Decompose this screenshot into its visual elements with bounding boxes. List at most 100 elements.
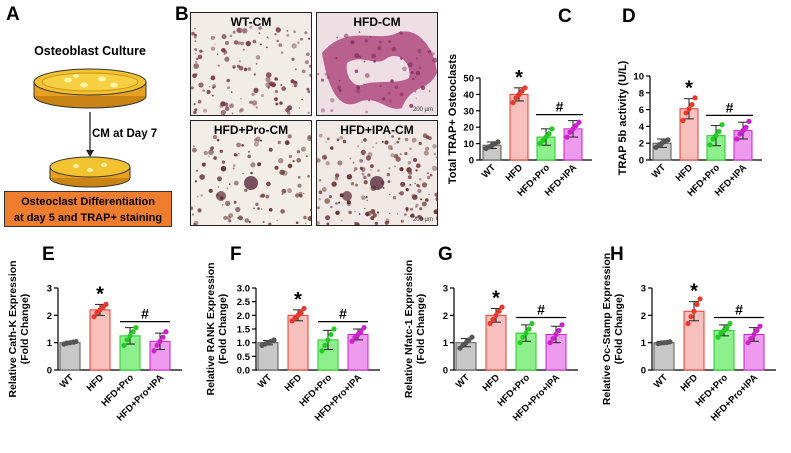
y-tick-label: 20 [463,123,474,134]
micrograph-cell [361,141,363,143]
micrograph-cell [391,148,393,150]
micrograph-cell [303,215,307,220]
micrograph-cell [418,66,422,70]
micrograph-cell [387,91,391,95]
micrograph-cell [356,85,361,90]
micrograph-cell [265,194,270,199]
data-point [549,126,555,132]
micrograph-cell [202,50,204,53]
data-point [691,308,697,314]
micrograph-cell [363,83,365,86]
micrograph-cell [276,39,279,43]
micrograph-cell [270,82,276,88]
micrograph-cell [233,153,237,157]
micrograph-cell [330,98,335,103]
micrograph-label: WT-CM [230,15,272,29]
micrograph-cell [409,183,412,186]
micrograph-wt: WT-CM [190,12,312,116]
micrograph-cell [418,141,422,146]
data-point [550,335,556,342]
micrograph-cell [324,198,330,204]
micrograph-cell [399,31,403,35]
y-axis-label: TRAP 5b activity (U/L) [617,60,629,175]
micrograph-cell [384,220,389,225]
y-tick-label: 1.5 [237,325,251,336]
micrograph-cell [196,195,199,198]
micrograph-cell [280,209,285,214]
micrograph-hfd: HFD-CM 200 µm [316,12,438,116]
micrograph-cell [247,67,251,71]
micrograph-cell [318,198,321,201]
micrograph-cell [233,180,239,186]
micrograph-cell [326,75,331,80]
micrograph-label: HFD-CM [353,15,401,29]
y-axis-label: Relative Nfatc-1 Expression [403,260,415,398]
micrograph-cell [297,175,301,179]
y-tick-label: 30 [463,106,474,117]
micrograph-cell [354,69,359,74]
data-point [490,316,496,323]
micrograph-cell [214,43,216,45]
micrograph-cell [335,202,338,205]
micrograph-cell [194,108,198,112]
micrograph-cell [252,39,257,44]
micrograph-cell [355,183,358,187]
data-point [685,320,691,327]
micrograph-cell [434,192,437,197]
micrograph-cell [208,188,213,193]
micrograph-cell [339,136,343,140]
y-tick-label: 0 [469,156,474,167]
micrograph-cell [405,207,409,211]
micrograph-cell [228,213,234,218]
y-axis-label-group: Relative Cath-K Expression (Fold Change) [7,260,31,397]
micrograph-cell [421,201,427,207]
micrograph-cell [301,69,306,74]
data-point [157,338,163,344]
micrograph-cell [237,217,240,219]
micrograph-cell [236,142,241,148]
y-axis-label: (Fold Change) [217,294,229,365]
y-axis-label-group: TRAP 5b activity (U/L) [617,60,629,175]
scale-bar-label: 200 µm [412,107,433,113]
micrograph-cell [193,63,199,69]
micrograph-cell [358,213,361,215]
micrograph-cell [357,145,360,148]
micrograph-cell [334,176,339,181]
data-point [692,95,698,101]
data-point [547,340,553,346]
y-axis-label-group: Relative Nfatc-1 Expression (Fold Change) [403,260,427,398]
protocol-box: Osteoclast Differentiation at day 5 and … [4,191,172,227]
micrograph-cell [250,171,253,175]
y-tick-label: 3 [443,284,448,295]
data-point [743,124,749,130]
micrograph-cell [365,110,368,114]
micrograph-cell [195,169,199,173]
y-tick-label: 0 [443,366,448,377]
micrograph-cell [294,68,297,71]
data-point [748,335,754,342]
y-tick-label: 10 [633,72,644,83]
micrograph-cell [390,153,395,157]
data-point [349,338,355,344]
micrograph-cell [365,213,369,217]
micrograph-cell [309,73,311,77]
micrograph-cell [415,70,421,76]
micrograph-cell [240,107,244,112]
y-tick-label: 10 [463,139,474,150]
micrograph-cell [265,72,272,78]
micrograph-cell [409,147,412,151]
micrograph-cell [200,194,203,197]
micrograph-cell [280,51,284,54]
micrograph-cell [226,215,231,220]
micrograph-cell [388,99,392,103]
x-tick-label: WT [256,372,274,390]
micrograph-cell [192,73,197,78]
x-tick-label: HFD [85,372,107,394]
micrograph-cell [363,60,366,63]
y-tick-label: 0 [641,366,646,377]
micrograph-cell [197,208,202,213]
micrograph-cell [360,195,366,200]
micrograph-cell [206,89,211,95]
significance-star: * [96,283,104,305]
